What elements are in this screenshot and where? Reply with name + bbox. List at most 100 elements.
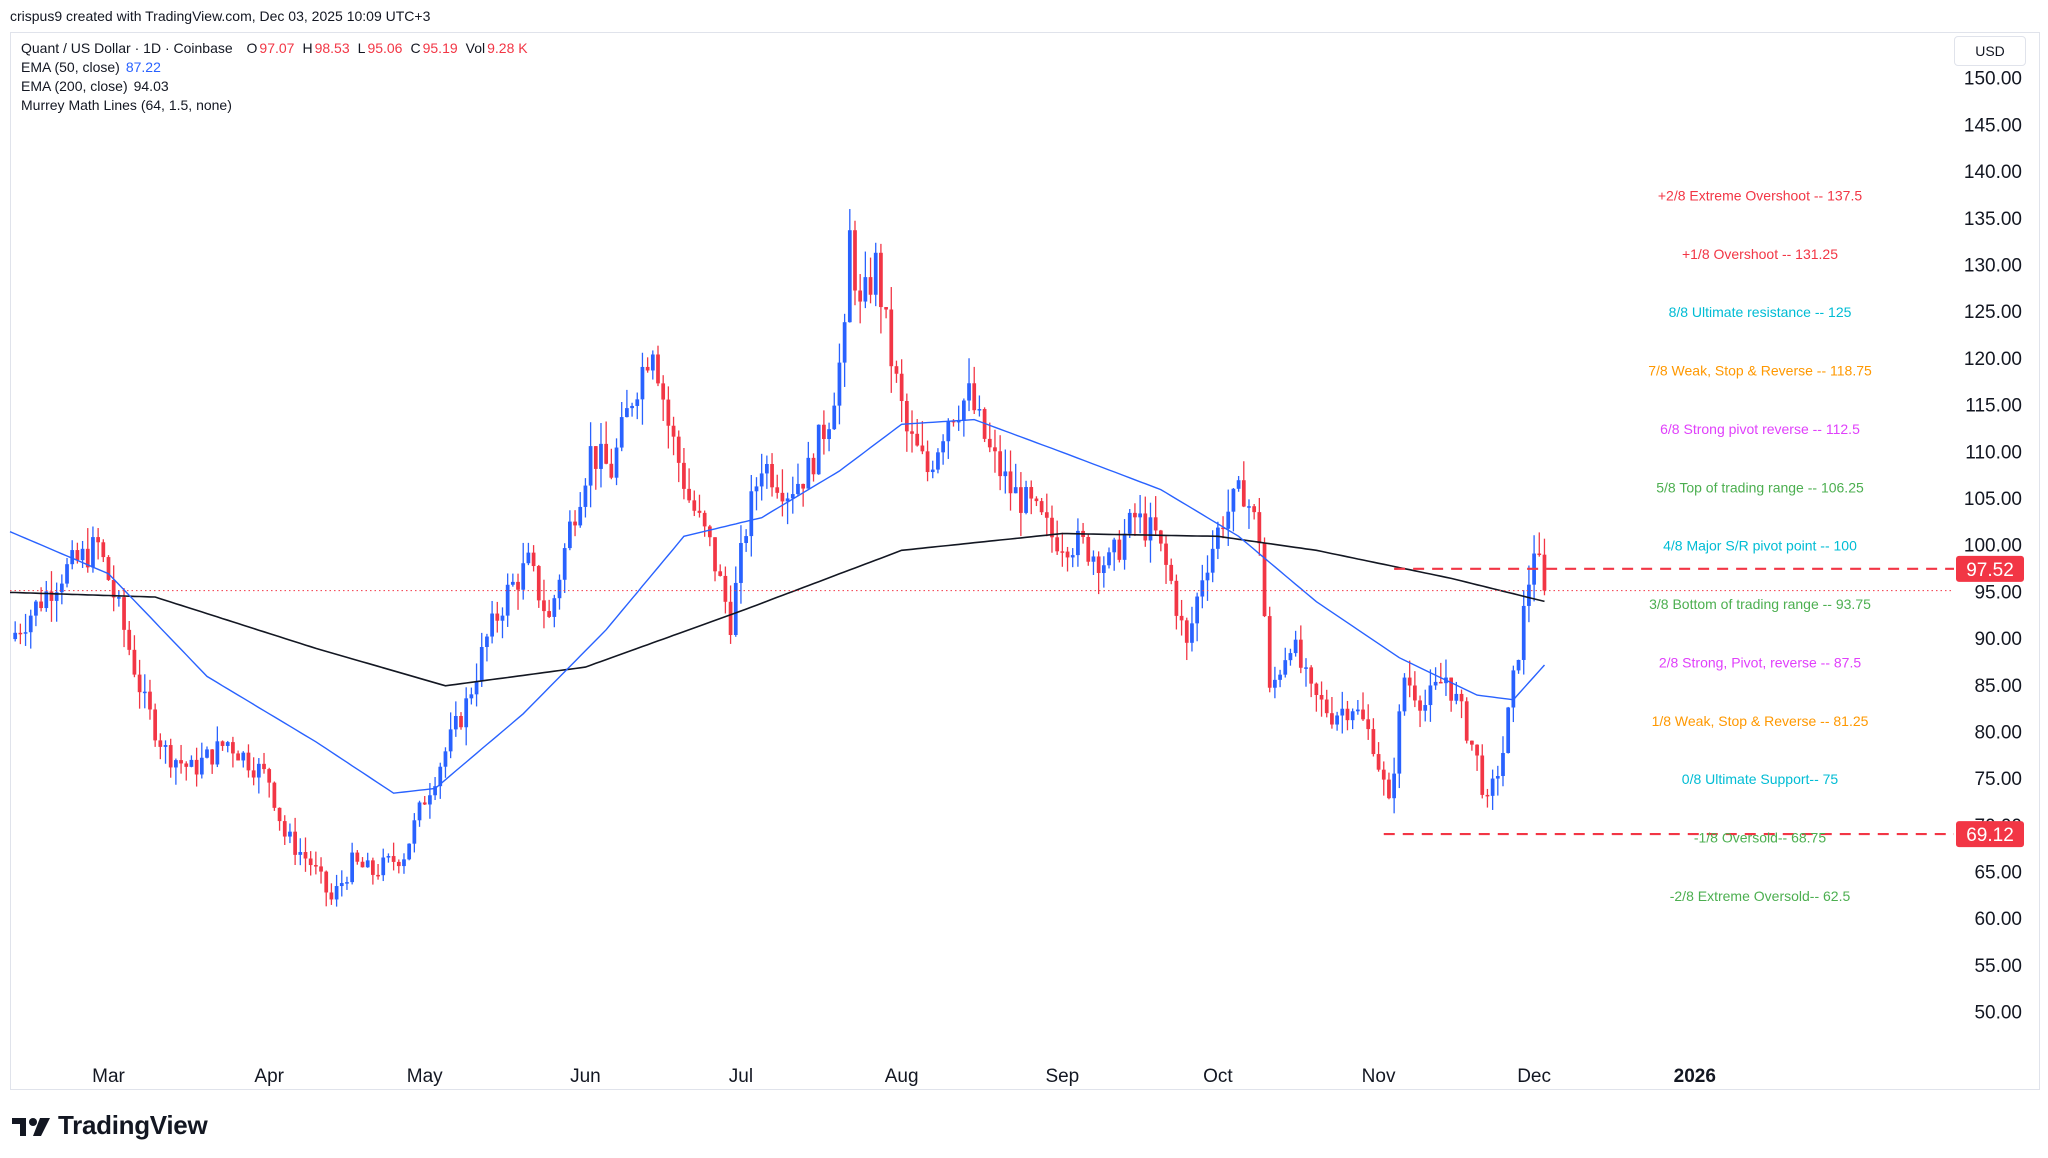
candle-body: [806, 457, 811, 489]
legend-symbol: Quant / US Dollar · 1D · Coinbase: [21, 40, 233, 56]
candle-body: [946, 420, 951, 442]
candle-body: [837, 362, 842, 406]
candle-body: [313, 865, 318, 867]
candle-body: [764, 464, 769, 474]
legend-ohlc-key: C: [410, 40, 421, 56]
candle-body: [951, 420, 956, 423]
candle-body: [39, 601, 43, 609]
candle-body: [889, 309, 894, 367]
candle-body: [998, 451, 1003, 477]
legend-ohlc-key: H: [302, 40, 313, 56]
candle-body: [464, 698, 469, 728]
candle-body: [1107, 552, 1111, 566]
candle-body: [650, 354, 655, 371]
candle-body: [578, 506, 583, 526]
candle-body: [339, 883, 344, 887]
candle-body: [1480, 755, 1485, 795]
candle-body: [780, 492, 785, 502]
chart-frame: [10, 32, 2040, 1090]
candle-body: [531, 552, 536, 567]
candle-body: [775, 487, 780, 493]
candle-body: [1304, 667, 1308, 669]
candle-body: [1101, 565, 1106, 574]
candle-body: [350, 852, 355, 883]
candle-body: [936, 452, 940, 470]
murrey-math-label: 6/8 Strong pivot reverse -- 112.5: [1660, 421, 1860, 437]
price-tag-label: 97.52: [1966, 560, 2014, 581]
candle-body: [816, 424, 821, 475]
candle-body: [552, 598, 557, 617]
candle-body: [583, 485, 588, 507]
candle-body: [676, 436, 681, 463]
legend-symbol-row: Quant / US Dollar · 1D · Coinbase O 97.07…: [21, 40, 536, 56]
candle-body: [1267, 616, 1272, 688]
candle-body: [205, 749, 209, 758]
candle-body: [225, 742, 230, 746]
candle-body: [1003, 471, 1008, 477]
candle-body: [1366, 719, 1371, 730]
candle-body: [54, 592, 59, 601]
candle-body: [1210, 548, 1215, 573]
candle-body: [1216, 527, 1220, 549]
candle-body: [1475, 744, 1479, 756]
candle-body: [661, 383, 666, 400]
candle-body: [1454, 693, 1459, 701]
candle-body: [215, 741, 220, 765]
candle-body: [345, 882, 349, 884]
candle-body: [1537, 553, 1542, 556]
candle-body: [1324, 699, 1329, 714]
x-axis-tick-label: May: [407, 1066, 443, 1087]
legend-ohlc-key: O: [246, 40, 258, 56]
legend-murrey-label: Murrey Math Lines (64, 1.5, none): [21, 97, 232, 113]
x-axis-tick-label: Mar: [92, 1066, 125, 1087]
candle-body: [184, 763, 189, 767]
x-axis-tick-label: Sep: [1045, 1066, 1079, 1087]
candle-body: [1164, 543, 1168, 565]
candle-body: [122, 597, 126, 630]
candle-body: [1247, 506, 1251, 508]
candle-body: [697, 510, 702, 513]
murrey-math-label: 0/8 Ultimate Support-- 75: [1682, 771, 1839, 787]
chart-credit: crispus9 created with TradingView.com, D…: [10, 8, 431, 24]
candle-body: [80, 548, 85, 561]
candle-body: [308, 858, 313, 866]
candle-body: [469, 694, 474, 699]
candle-body: [163, 745, 168, 747]
currency-selector[interactable]: USD: [1954, 36, 2026, 66]
murrey-math-label: 7/8 Weak, Stop & Reverse -- 118.75: [1648, 363, 1872, 379]
candle-body: [1542, 554, 1547, 591]
murrey-math-label: +2/8 Extreme Overshoot -- 137.5: [1658, 187, 1862, 203]
candle-body: [811, 457, 816, 475]
candle-body: [443, 751, 448, 767]
candle-body: [744, 536, 748, 544]
candle-body: [1127, 512, 1132, 534]
candle-body: [521, 563, 526, 590]
candle-body: [635, 399, 640, 406]
candle-body: [1143, 513, 1148, 541]
candle-body: [873, 252, 878, 295]
legend-ohlc-value: 9.28 K: [487, 40, 528, 56]
y-axis-tick-label: 120.00: [1964, 349, 2022, 370]
candle-body: [111, 579, 116, 598]
candle-body: [645, 366, 650, 371]
candle-body: [13, 632, 18, 640]
candle-body: [1190, 623, 1194, 643]
candle-body: [96, 537, 100, 543]
candle-body: [1309, 667, 1314, 684]
candle-body: [479, 646, 484, 682]
candle-body: [1236, 480, 1241, 489]
candle-body: [853, 230, 857, 291]
candle-body: [593, 446, 598, 469]
candle-body: [713, 537, 717, 572]
candle-body: [360, 861, 365, 868]
candle-body: [562, 548, 567, 580]
y-axis-tick-label: 130.00: [1964, 255, 2022, 276]
candle-body: [868, 277, 873, 295]
candle-body: [1205, 572, 1210, 581]
candle-body: [1091, 556, 1096, 562]
murrey-math-label: 1/8 Weak, Stop & Reverse -- 81.25: [1652, 713, 1869, 729]
candle-body: [1340, 708, 1345, 716]
candle-body: [1527, 584, 1531, 606]
candle-body: [18, 632, 23, 635]
